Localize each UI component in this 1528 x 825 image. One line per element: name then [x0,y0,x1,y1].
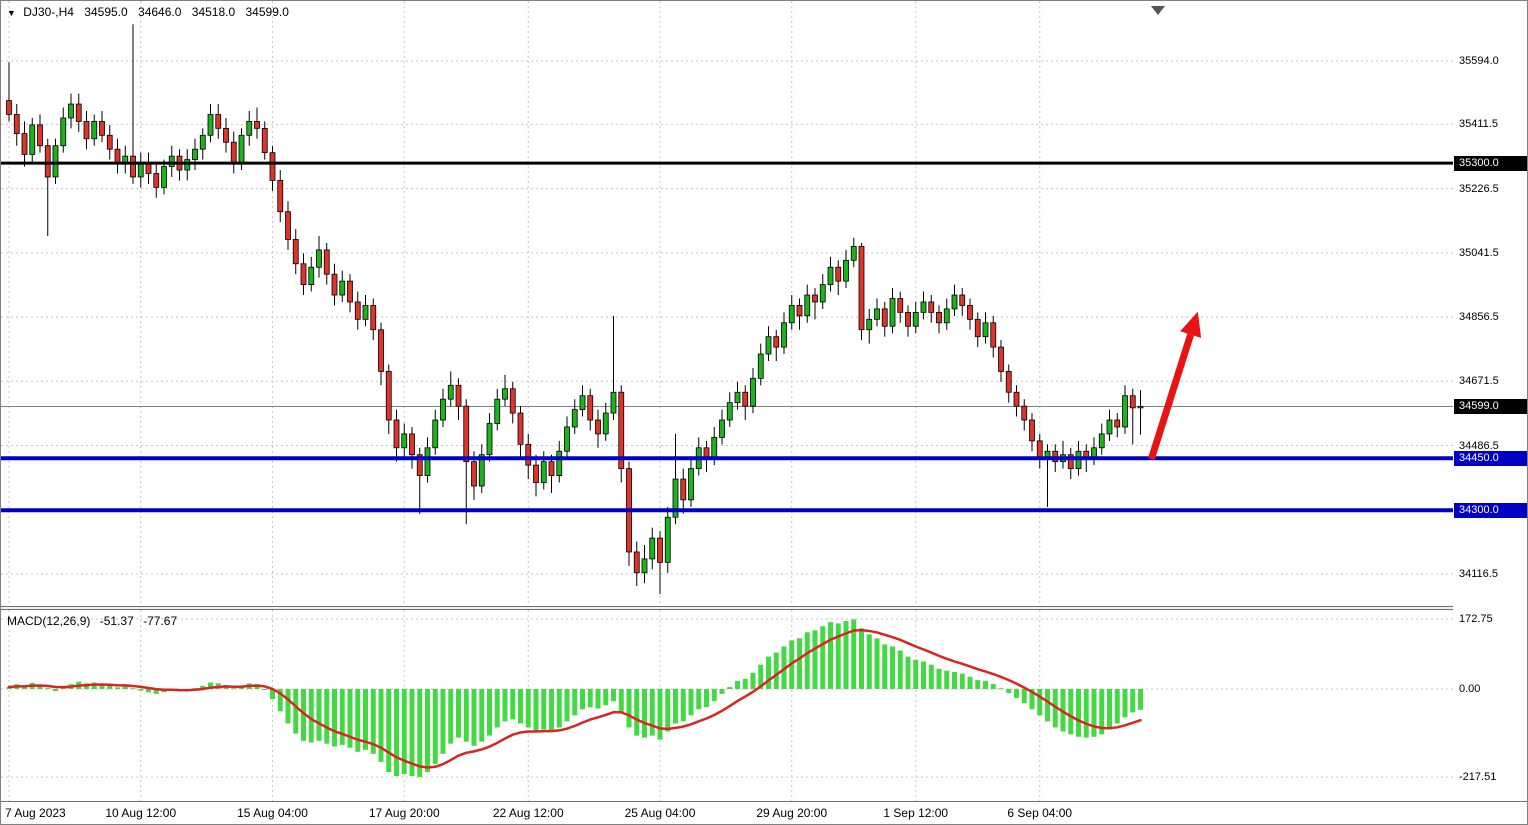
time-tick-label: 6 Sep 04:00 [1007,806,1073,820]
price-tick-label: 35041.5 [1459,246,1499,259]
chart-info-bar: ▼ DJ30-,H4 34595.0 34646.0 34518.0 34599… [7,5,296,19]
chart-shift-marker-icon[interactable] [1151,6,1165,15]
price-badge-34599.0: 34599.0 [1454,398,1527,414]
macd-tick-label: 172.75 [1459,613,1493,626]
time-axis-divider [1,801,1527,802]
price-badge-35300.0: 35300.0 [1454,155,1527,171]
trend-arrow-shaft[interactable] [1148,333,1194,460]
price-tick-label: 35226.5 [1459,182,1499,195]
macd-main-value: -51.37 [99,614,134,628]
main-price-chart[interactable] [1,1,1453,608]
macd-tick-label: -217.51 [1459,771,1497,784]
macd-info-bar: MACD(12,26,9) -51.37 -77.67 [7,614,183,628]
ohlc-open-value: 34595.0 [84,5,128,19]
price-tick-label: 34486.5 [1459,439,1499,452]
price-tick-label: 35594.0 [1459,55,1499,67]
time-tick-label: 7 Aug 2023 [5,806,66,820]
price-tick-label: 34116.5 [1459,568,1498,580]
macd-indicator-chart[interactable] [1,610,1453,801]
time-tick-label: 10 Aug 12:00 [105,806,177,820]
ohlc-close-value: 34599.0 [245,5,289,19]
time-tick-label: 1 Sep 12:00 [883,806,949,820]
trend-arrow-head[interactable] [1180,311,1202,338]
time-axis[interactable]: 7 Aug 2023 10 Aug 12:00 15 Aug 04:00 17 Aug… [1,802,1453,824]
price-tick-label: 34671.5 [1459,375,1499,388]
price-badge-34450.0: 34450.0 [1454,450,1527,466]
ohlc-high-value: 34646.0 [138,5,182,19]
candles [6,24,1144,594]
time-tick-label: 17 Aug 20:00 [368,806,440,820]
macd-histogram [6,619,1143,777]
time-tick-label: 15 Aug 04:00 [237,806,308,820]
macd-gridlines [1,610,1453,801]
panel-divider[interactable] [1,606,1527,610]
time-tick-label: 29 Aug 20:00 [756,806,828,820]
price-axis[interactable]: 35594.0 35411.5 35226.5 35041.5 34856.5 34671… [1453,1,1527,801]
macd-tick-label: 0.00 [1459,683,1481,695]
time-tick-label: 25 Aug 04:00 [624,806,696,820]
macd-label: MACD(12,26,9) [7,614,91,628]
symbol-dropdown-icon: ▼ [7,8,16,18]
price-tick-label: 35411.5 [1459,118,1498,131]
symbol-period-label: DJ30-,H4 [23,5,74,19]
price-badge-34300.0: 34300.0 [1454,502,1527,518]
time-tick-label: 22 Aug 12:00 [492,806,564,820]
price-tick-label: 34856.5 [1459,311,1499,324]
ohlc-low-value: 34518.0 [191,5,236,19]
macd-signal-value: -77.67 [143,614,178,628]
macd-signal-line [7,628,1142,769]
main-gridlines [1,1,1453,608]
